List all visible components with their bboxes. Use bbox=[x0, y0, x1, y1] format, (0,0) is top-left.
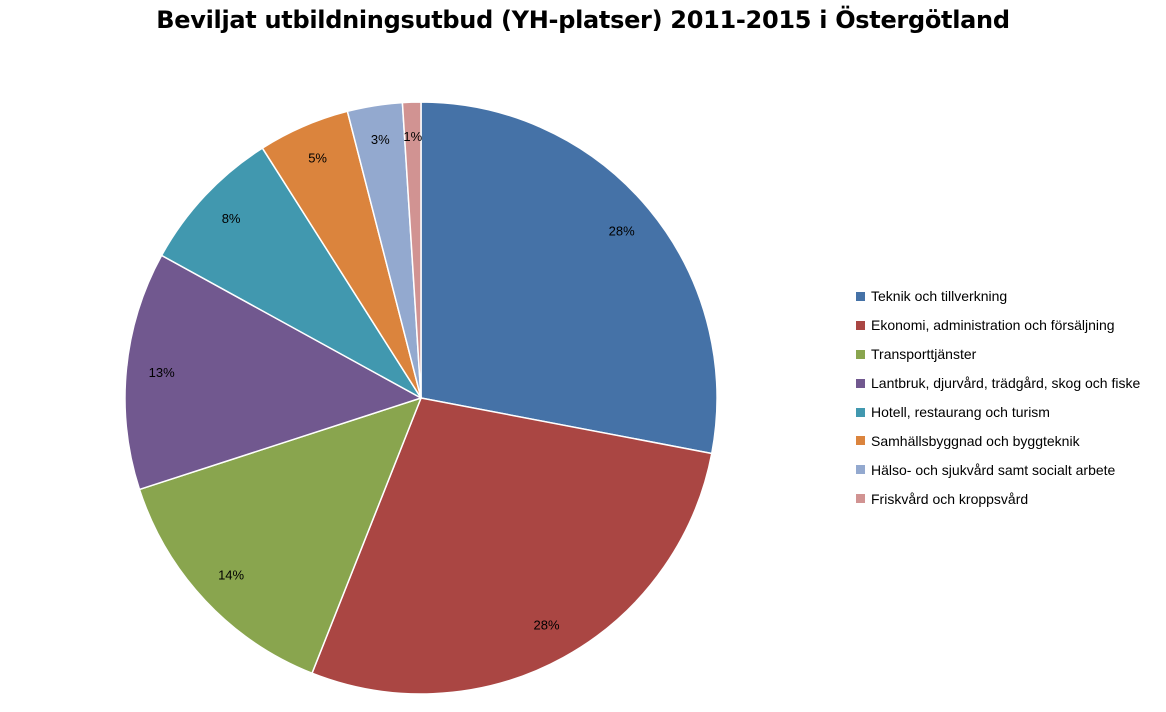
slice-data-label-0: 28% bbox=[609, 223, 635, 238]
slice-data-label-5: 5% bbox=[308, 150, 327, 165]
slice-data-label-1: 28% bbox=[533, 618, 559, 633]
legend-swatch bbox=[856, 407, 865, 417]
legend-swatch bbox=[856, 349, 865, 359]
legend-item: Transporttjänster bbox=[856, 340, 1140, 369]
legend-label: Hotell, restaurang och turism bbox=[871, 404, 1050, 420]
legend-swatch bbox=[856, 465, 865, 475]
slice-data-label-3: 13% bbox=[149, 365, 175, 380]
pie-slice-0 bbox=[420, 101, 718, 455]
legend-swatch bbox=[856, 291, 865, 301]
legend-swatch bbox=[856, 320, 865, 330]
chart-title: Beviljat utbildningsutbud (YH-platser) 2… bbox=[156, 6, 1010, 34]
pie-slice-4 bbox=[160, 147, 422, 399]
legend-label: Lantbruk, djurvård, trädgård, skog och f… bbox=[871, 375, 1141, 392]
legend-item: Hotell, restaurang och turism bbox=[856, 398, 1140, 427]
pie-slice-7 bbox=[401, 101, 422, 399]
legend-item: Hälso- och sjukvård samt socialt arbete bbox=[856, 455, 1140, 484]
slice-data-label-4: 8% bbox=[222, 211, 241, 226]
legend-label: Transporttjänster bbox=[871, 346, 977, 363]
chart-legend: Teknik och tillverkning Ekonomi, administ… bbox=[856, 282, 1140, 513]
legend-swatch bbox=[856, 378, 865, 388]
slice-data-label-7: 1% bbox=[403, 129, 422, 144]
legend-swatch bbox=[856, 494, 865, 504]
legend-label: Samhällsbyggnad och byggteknik bbox=[871, 432, 1080, 449]
legend-swatch bbox=[856, 436, 865, 446]
slice-data-label-6: 3% bbox=[371, 132, 390, 147]
legend-label: Teknik och tillverkning bbox=[871, 288, 1008, 305]
legend-item: Ekonomi, administration och försäljning bbox=[856, 311, 1140, 340]
legend-item: Samhällsbyggnad och byggteknik bbox=[856, 426, 1140, 455]
legend-item: Teknik och tillverkning bbox=[856, 282, 1140, 311]
pie-slice-3 bbox=[124, 254, 423, 491]
legend-item: Lantbruk, djurvård, trädgård, skog och f… bbox=[856, 369, 1140, 398]
legend-label: Friskvård och kroppsvård bbox=[871, 490, 1029, 507]
pie-slice-1 bbox=[311, 397, 713, 695]
legend-label: Ekonomi, administration och försäljning bbox=[871, 317, 1115, 334]
legend-label: Hälso- och sjukvård samt socialt arbete bbox=[871, 461, 1116, 478]
legend-item: Friskvård och kroppsvård bbox=[856, 484, 1140, 513]
slice-data-label-2: 14% bbox=[218, 568, 244, 583]
